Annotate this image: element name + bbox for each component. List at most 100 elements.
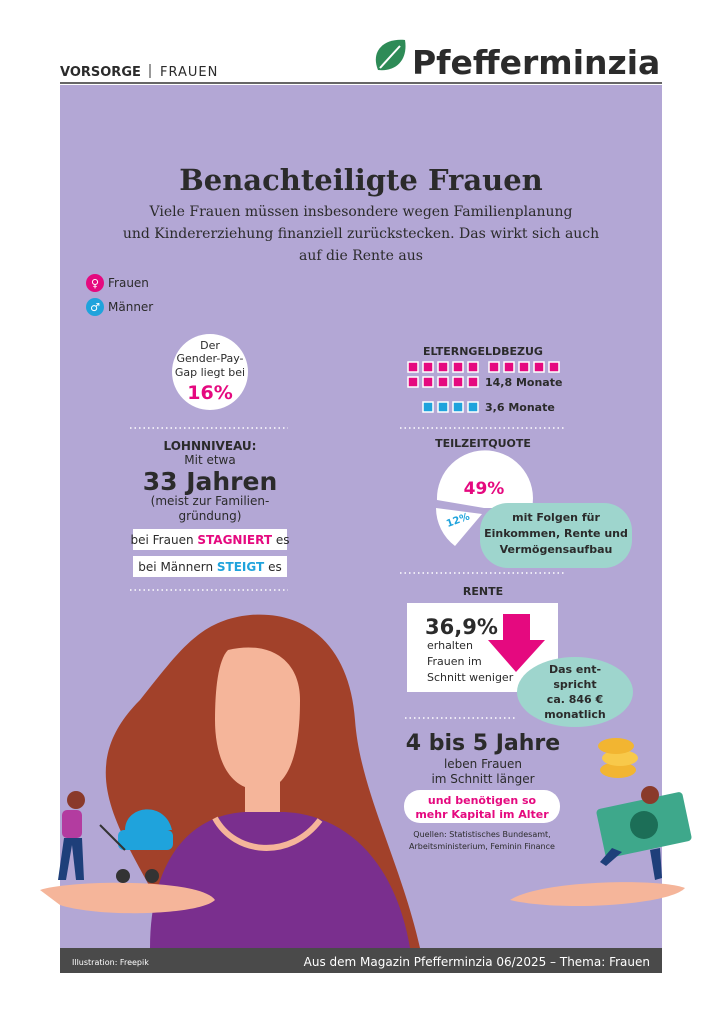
- dot-icon: [533, 361, 545, 373]
- label-box: [133, 556, 287, 577]
- footer-bar: [60, 948, 662, 973]
- coins: [598, 738, 638, 778]
- legend-label: Männer: [108, 300, 153, 314]
- note-text: ca. 846 €: [547, 693, 603, 706]
- decoration: [630, 811, 658, 839]
- dot-icon: [452, 401, 464, 413]
- note-box: [480, 503, 632, 568]
- note-text: monatlich: [544, 708, 605, 721]
- dot-icon: [437, 361, 449, 373]
- section-heading: ELTERNGELDBEZUG: [423, 345, 543, 358]
- decoration: [602, 750, 638, 766]
- text-part: bei Frauen: [131, 533, 194, 547]
- text: gründung): [179, 509, 242, 523]
- woman-left: [58, 791, 85, 880]
- dot-icon: [407, 361, 419, 373]
- decoration: [67, 791, 85, 809]
- legend-icon: ♀: [91, 277, 99, 290]
- gap-text: Der: [200, 339, 220, 352]
- text: Frauen im: [427, 655, 482, 668]
- section: Vorsorge: [60, 65, 141, 80]
- text-part: bei Männern: [138, 560, 213, 574]
- decoration: [116, 869, 130, 883]
- magazine: Aus dem Magazin Pfefferminzia 06/2025 – …: [304, 955, 650, 969]
- down-arrow: [488, 614, 545, 672]
- note-text: Vermögensaufbau: [500, 543, 613, 556]
- text: (meist zur Familien-: [151, 494, 270, 508]
- text: Schnitt weniger: [427, 671, 514, 684]
- decoration: [150, 812, 410, 948]
- legend-label: Frauen: [108, 276, 149, 290]
- decoration: [212, 816, 323, 851]
- note-text: Das ent-: [549, 663, 601, 676]
- dot-icon: [503, 361, 515, 373]
- dot-icon: [548, 361, 560, 373]
- subtitle-line: Viele Frauen müssen insbesondere wegen F…: [149, 204, 573, 220]
- dot-icons: [407, 361, 560, 413]
- dot-icon: [437, 376, 449, 388]
- decoration: [641, 786, 659, 804]
- women-label: bei Frauen STAGNIERT es: [131, 533, 290, 547]
- dot-icon: [437, 401, 449, 413]
- note-text: spricht: [553, 678, 596, 691]
- note-bubble: [517, 657, 633, 727]
- legend-swatch-women: [86, 274, 104, 292]
- decoration: [40, 882, 215, 914]
- decoration: [125, 809, 172, 830]
- dot-icon: [518, 361, 530, 373]
- decoration: [118, 830, 173, 850]
- gap-text: Gender-Pay-: [177, 352, 244, 365]
- pie-label: 49%: [464, 479, 505, 499]
- gap-text: Gap liegt bei: [175, 366, 245, 379]
- dot-icon: [467, 376, 479, 388]
- dot-icon: [467, 361, 479, 373]
- text-part: STEIGT: [217, 560, 265, 574]
- rente-value: 36,9%: [425, 615, 498, 639]
- note-text: mit Folgen für: [512, 511, 600, 524]
- subtitle-line: auf die Rente aus: [299, 248, 423, 264]
- decoration: [510, 882, 685, 907]
- dot-icon: [467, 401, 479, 413]
- dot-icon: [452, 376, 464, 388]
- note-pill: [404, 790, 560, 823]
- illustration: [40, 614, 692, 948]
- note-text: und benötigen so: [428, 794, 537, 807]
- life-value: 4 bis 5 Jahre: [406, 731, 560, 756]
- text-part: es: [268, 560, 282, 574]
- dot-icon: [488, 361, 500, 373]
- text-part: es: [276, 533, 290, 547]
- decoration: [650, 848, 662, 880]
- pie-men: [436, 508, 482, 546]
- dot-icon: [422, 401, 434, 413]
- men-months: 3,6 Monate: [485, 401, 555, 414]
- logo: Pfefferminzia: [412, 43, 660, 82]
- age: 33 Jahren: [143, 467, 278, 496]
- title: Benachteiligte Frauen: [179, 163, 542, 197]
- decoration: [62, 810, 82, 838]
- woman-right: [600, 786, 662, 880]
- decoration: [215, 647, 300, 790]
- note-text: Einkommen, Rente und: [484, 527, 628, 540]
- source: Quellen: Statistisches Bundesamt,: [413, 830, 550, 839]
- pie-women: [436, 450, 533, 508]
- dot-icon: [452, 361, 464, 373]
- decoration: [379, 45, 401, 69]
- dot-icon: [422, 376, 434, 388]
- decoration: [600, 762, 636, 778]
- text-part: STAGNIERT: [197, 533, 272, 547]
- section-heading: LOHNNIVEAU:: [164, 439, 257, 453]
- gap-value: 16%: [187, 382, 232, 404]
- gap-circle: [172, 334, 248, 410]
- text: leben Frauen: [444, 757, 522, 771]
- stroller: [99, 809, 173, 883]
- decoration: [58, 838, 84, 880]
- legend-icon: ♂: [90, 301, 100, 314]
- topic: Frauen: [160, 65, 218, 80]
- decoration: [600, 848, 622, 866]
- source: Arbeitsministerium, Feminin Finance: [409, 842, 555, 851]
- label-box: [133, 529, 287, 550]
- banknote: [596, 792, 692, 858]
